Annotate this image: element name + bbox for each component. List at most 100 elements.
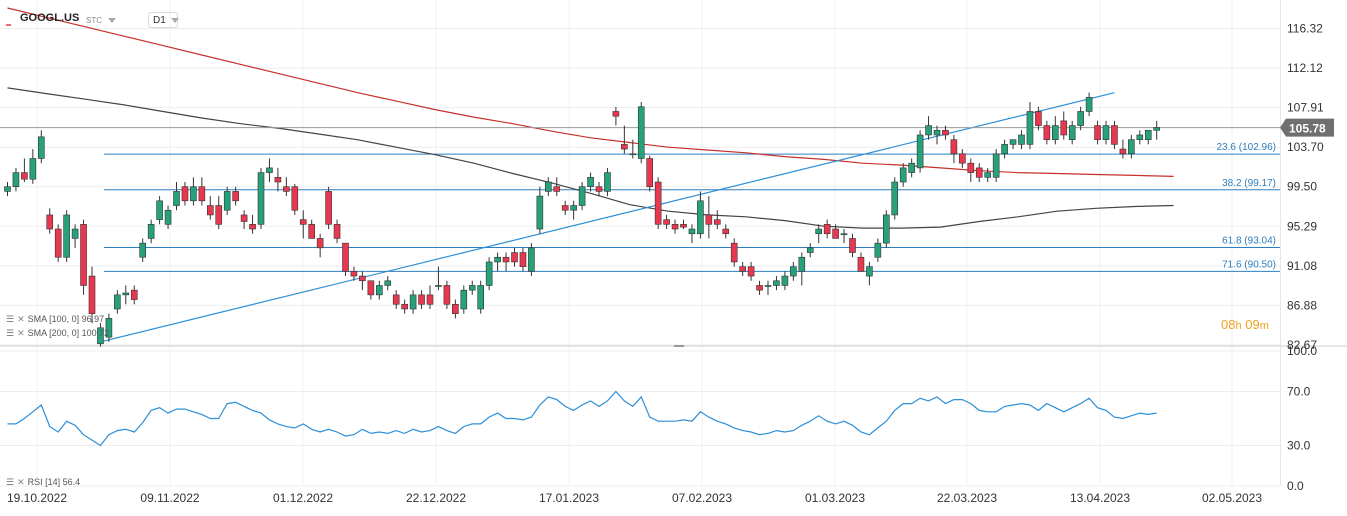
candle-body	[1136, 134, 1144, 140]
candle	[866, 261, 873, 286]
rsi-tick-label: 30.0	[1287, 439, 1311, 453]
candle	[637, 102, 645, 164]
y-tick-label: 107.91	[1287, 101, 1324, 115]
candles	[4, 92, 1160, 347]
candle	[274, 167, 282, 192]
y-tick-label: 116.32	[1287, 22, 1323, 36]
candle-body	[333, 224, 341, 239]
legend-sma100-text: SMA [100, 0] 96.97	[27, 314, 105, 324]
candle	[1153, 120, 1160, 140]
candle	[798, 252, 806, 286]
candle	[773, 276, 780, 291]
candle	[164, 205, 172, 230]
candle	[494, 252, 501, 272]
candle	[375, 280, 383, 300]
candle-body	[1111, 125, 1118, 145]
sma200-line	[7, 7, 1174, 177]
candle	[806, 243, 814, 258]
candle-body	[604, 172, 611, 192]
market-dropdown-icon[interactable]	[108, 18, 116, 23]
symbol-label[interactable]: GOOGL.US	[20, 12, 80, 24]
timeframe-dropdown-icon[interactable]	[171, 18, 179, 23]
candle-body	[713, 219, 721, 225]
candle-countdown: 08h 09m	[1221, 317, 1269, 332]
candle	[452, 299, 459, 319]
candle-body	[452, 303, 459, 314]
market-label[interactable]: STC	[86, 16, 102, 25]
candle	[570, 200, 577, 220]
candle	[790, 261, 797, 281]
candle-body	[578, 186, 586, 206]
candle	[122, 285, 130, 305]
candle	[536, 186, 544, 234]
x-tick-label: 01.03.2023	[805, 491, 865, 505]
candle-body	[790, 266, 797, 277]
x-tick-label: 07.02.2023	[672, 491, 732, 505]
candle	[1035, 106, 1042, 131]
candle-body	[637, 106, 645, 159]
candle	[1102, 120, 1110, 145]
candle-body	[798, 256, 806, 272]
candle-body	[1052, 125, 1059, 140]
candle	[418, 290, 425, 309]
x-tick-label: 01.12.2022	[273, 491, 333, 505]
candle-body	[1077, 111, 1084, 126]
candle-body	[316, 238, 324, 249]
candle-body	[494, 256, 501, 263]
candle-body	[874, 242, 882, 258]
candle	[950, 134, 958, 164]
candle-body	[891, 181, 899, 216]
candle	[688, 224, 696, 244]
candle	[240, 210, 248, 230]
candle-body	[401, 303, 408, 310]
indicator-settings-icon[interactable]: ☰	[6, 328, 15, 338]
candle	[114, 290, 121, 314]
candle	[443, 280, 451, 309]
legend-rsi[interactable]: ☰ ✕ RSI [14] 56.4	[6, 476, 80, 488]
candle	[308, 219, 316, 239]
candle	[654, 177, 662, 230]
candle-body	[536, 195, 544, 230]
candle-body	[1153, 127, 1160, 131]
candle	[756, 280, 763, 295]
last-price-label: 105.78	[1289, 122, 1326, 136]
legend-sma100[interactable]: ☰ ✕ SMA [100, 0] 96.97	[6, 313, 104, 325]
candle-body	[223, 191, 231, 211]
candle	[21, 158, 28, 183]
candle-body	[88, 275, 96, 314]
legend-sma200[interactable]: ☰ ✕ SMA [200, 0] 100.72	[6, 327, 109, 339]
candle	[4, 182, 11, 197]
candle	[629, 139, 637, 159]
candle	[232, 186, 239, 206]
candle-body	[477, 285, 485, 310]
candle	[80, 219, 87, 295]
candle-body	[468, 285, 476, 291]
candle	[367, 280, 375, 300]
candle-body	[570, 205, 577, 211]
indicator-settings-icon[interactable]: ☰	[6, 477, 15, 487]
candle	[544, 177, 552, 197]
remove-indicator-icon[interactable]: ✕	[17, 314, 25, 324]
candle	[147, 219, 155, 244]
candle	[899, 163, 907, 187]
candle-body	[688, 228, 696, 235]
sma100-line	[7, 87, 1174, 229]
candle	[713, 210, 721, 230]
candle	[984, 167, 992, 183]
candle-body	[705, 214, 713, 225]
candle-body	[1009, 139, 1017, 145]
candle-body	[553, 186, 561, 192]
candle-body	[29, 158, 37, 180]
candle	[1018, 130, 1025, 150]
candle-body	[722, 228, 730, 235]
fibonacci-levels: 23.6 (102.96) 38.2 (99.17) 61.8 (93.04) 71.…	[104, 142, 1280, 272]
remove-indicator-icon[interactable]: ✕	[17, 328, 25, 338]
candle-body	[207, 205, 214, 216]
remove-indicator-icon[interactable]: ✕	[17, 477, 25, 487]
candle-body	[274, 176, 282, 183]
candle	[384, 276, 392, 291]
candle-body	[950, 139, 958, 155]
indicator-settings-icon[interactable]: ☰	[6, 314, 15, 324]
candle-body	[283, 186, 290, 192]
candle	[1111, 120, 1118, 150]
